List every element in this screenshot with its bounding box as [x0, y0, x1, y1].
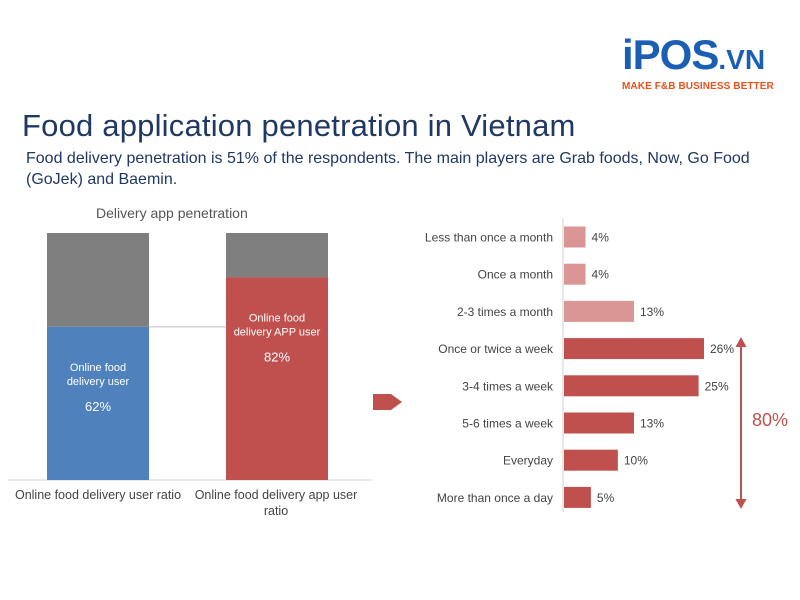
frequency-value-label: 26%: [710, 342, 734, 356]
frequency-bar: [564, 263, 586, 285]
pointer-arrow: [373, 394, 402, 410]
logo-brand: iPOS: [622, 31, 719, 78]
bar-value-label: 62%: [85, 399, 111, 414]
category-label: 5-6 times a week: [462, 417, 554, 431]
frequency-bar: [564, 412, 634, 434]
frequency-value-label: 25%: [705, 379, 729, 393]
bar-inner-label: Online food: [249, 312, 305, 324]
frequency-bar: [564, 486, 591, 508]
frequency-value-label: 13%: [640, 417, 664, 431]
left-chart-title: Delivery app penetration: [96, 205, 248, 221]
bar-inner-label: Online food: [70, 362, 126, 374]
ipos-logo: iPOS.VN MAKE F&B BUSINESS BETTER: [622, 34, 792, 93]
logo-wordmark: iPOS.VN: [622, 34, 792, 81]
bar-inner-label: delivery APP user: [234, 326, 321, 338]
frequency-value-label: 4%: [592, 231, 610, 245]
bracket-arrow-head-down: [735, 499, 747, 509]
left-bar-users: [47, 326, 149, 480]
x-tick-label: Online food delivery user ratio: [15, 488, 181, 502]
bracket-arrow-head-up: [735, 337, 747, 347]
left-bar-remainder: [47, 233, 149, 327]
frequency-value-label: 10%: [624, 454, 648, 468]
category-label: Once or twice a week: [438, 342, 554, 356]
bar-inner-label: delivery user: [67, 376, 130, 388]
x-tick-label: ratio: [264, 504, 288, 518]
left-bar-users: [226, 277, 328, 480]
frequency-bar: [564, 375, 699, 397]
logo-tagline: MAKE F&B BUSINESS BETTER: [622, 81, 774, 92]
frequency-bar: [564, 449, 618, 471]
category-label: Everyday: [503, 454, 553, 468]
frequency-bar: [564, 338, 704, 360]
page-subtitle: Food delivery penetration is 51% of the …: [26, 150, 750, 188]
left-bar-remainder: [226, 233, 328, 278]
category-label: Once a month: [478, 268, 553, 282]
frequency-value-label: 13%: [640, 305, 664, 319]
category-label: Less than once a month: [425, 231, 553, 245]
highlight-annotation: 80%: [752, 410, 788, 430]
category-label: 2-3 times a month: [457, 305, 553, 319]
logo-suffix: .VN: [718, 44, 766, 75]
frequency-value-label: 5%: [597, 491, 615, 505]
frequency-bar: [564, 226, 586, 248]
frequency-bar: [564, 300, 634, 322]
bar-value-label: 82%: [264, 349, 290, 364]
frequency-value-label: 4%: [592, 268, 610, 282]
category-label: More than once a day: [437, 491, 553, 505]
category-label: 3-4 times a week: [462, 379, 554, 393]
x-tick-label: Online food delivery app user: [195, 488, 358, 502]
page-title: Food application penetration in Vietnam: [22, 108, 576, 143]
